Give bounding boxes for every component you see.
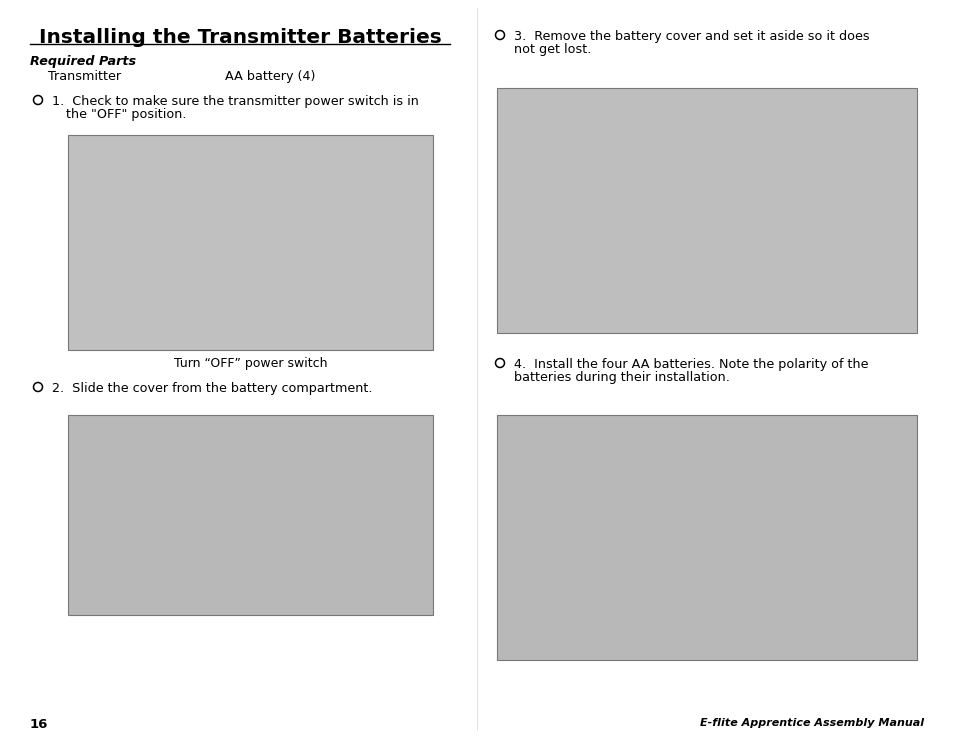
Text: batteries during their installation.: batteries during their installation. xyxy=(514,371,729,384)
Bar xyxy=(68,415,433,615)
Text: 1.  Check to make sure the transmitter power switch is in: 1. Check to make sure the transmitter po… xyxy=(52,95,418,108)
Text: not get lost.: not get lost. xyxy=(514,43,591,56)
Bar xyxy=(497,415,916,660)
Text: Required Parts: Required Parts xyxy=(30,55,136,68)
Text: 4.  Install the four AA batteries. Note the polarity of the: 4. Install the four AA batteries. Note t… xyxy=(514,358,867,371)
Text: Transmitter: Transmitter xyxy=(48,70,121,83)
Text: AA battery (4): AA battery (4) xyxy=(225,70,315,83)
Text: the "OFF" position.: the "OFF" position. xyxy=(66,108,186,121)
Bar xyxy=(68,135,433,350)
Text: 16: 16 xyxy=(30,718,49,731)
Text: E-flite Apprentice Assembly Manual: E-flite Apprentice Assembly Manual xyxy=(700,718,923,728)
Text: Installing the Transmitter Batteries: Installing the Transmitter Batteries xyxy=(38,28,441,47)
Text: 3.  Remove the battery cover and set it aside so it does: 3. Remove the battery cover and set it a… xyxy=(514,30,869,43)
Text: 2.  Slide the cover from the battery compartment.: 2. Slide the cover from the battery comp… xyxy=(52,382,372,395)
Bar xyxy=(497,88,916,333)
Text: Turn “OFF” power switch: Turn “OFF” power switch xyxy=(173,357,327,370)
